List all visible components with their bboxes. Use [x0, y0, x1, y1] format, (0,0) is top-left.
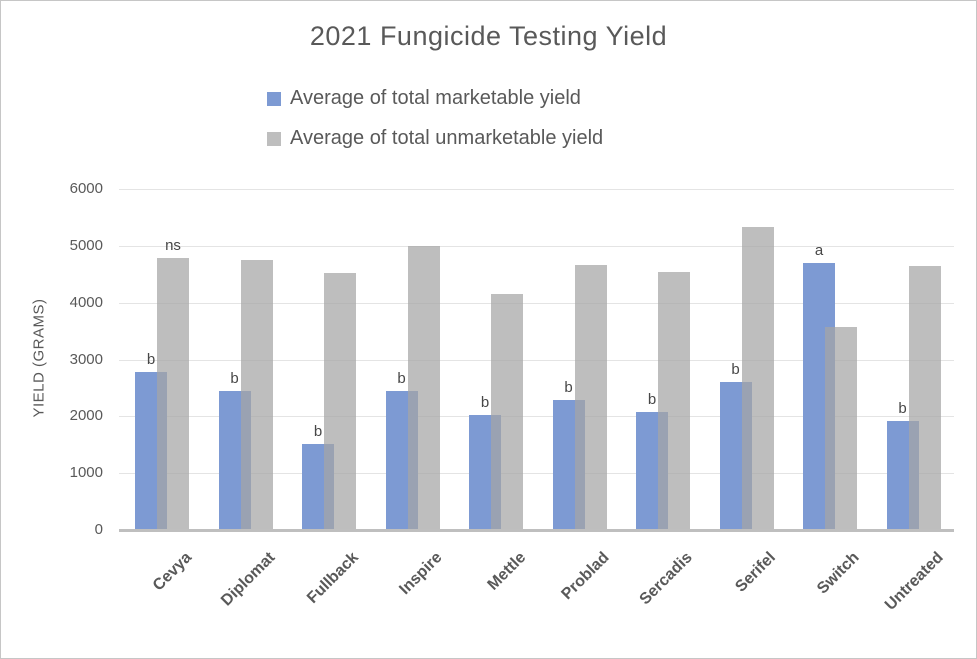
significance-label-cevya: ns [165, 236, 181, 254]
y-tick-label-3000: 3000 [69, 350, 103, 368]
x-axis-line [119, 529, 954, 532]
x-axis-label-problad: Problad [558, 549, 613, 604]
legend-swatch-unmarketable-icon [267, 131, 281, 146]
significance-label-problad: b [564, 378, 573, 396]
significance-label-diplomat: b [230, 369, 239, 387]
bar-unmarketable-inspire [407, 245, 440, 530]
legend-label-marketable: Average of total marketable yield [290, 87, 581, 109]
x-axis-label-untreated: Untreated [881, 549, 947, 614]
chart-title: 2021 Fungicide Testing Yield [309, 21, 668, 51]
legend-swatch-marketable-icon [267, 91, 281, 106]
x-axis-label-inspire: Inspire [396, 549, 446, 599]
significance-label-mettle: b [480, 394, 490, 412]
bar-unmarketable-serifel [741, 227, 774, 530]
bar-unmarketable-mettle [491, 294, 523, 530]
bar-unmarketable-problad [574, 264, 607, 530]
significance-label-untreated: b [898, 400, 907, 418]
significance-label-sercadis: b [647, 390, 657, 408]
y-tick-label-0: 0 [94, 521, 103, 538]
significance-label-serifel: b [731, 361, 740, 379]
bar-unmarketable-diplomat [240, 260, 273, 530]
y-tick-label-2000: 2000 [69, 407, 103, 425]
y-tick-label-5000: 5000 [69, 236, 103, 254]
legend-label-unmarketable: Average of total unmarketable yield [290, 127, 604, 149]
x-axis-label-switch: Switch [814, 549, 863, 598]
y-tick-label-4000: 4000 [69, 293, 103, 311]
bar-unmarketable-fullback [324, 273, 356, 530]
bar-unmarketable-switch [825, 326, 857, 530]
x-axis-label-serifel: Serifel [732, 549, 780, 596]
bar-unmarketable-untreated [908, 266, 941, 530]
bar-unmarketable-sercadis [658, 271, 690, 530]
x-axis-label-fullback: Fullback [303, 549, 362, 607]
gridline-5000 [119, 245, 954, 247]
y-tick-label-1000: 1000 [69, 464, 103, 482]
significance-label-switch: a [814, 241, 824, 259]
gridline-2000 [119, 416, 954, 418]
gridline-3000 [119, 359, 954, 361]
legend: Average of total marketable yield Averag… [267, 87, 603, 150]
x-axis-label-diplomat: Diplomat [217, 549, 279, 610]
legend-item-marketable: Average of total marketable yield [267, 87, 603, 110]
significance-label-fullback: b [313, 422, 323, 440]
gridline-6000 [119, 189, 954, 190]
x-axis-label-cevya: Cevya [149, 549, 195, 595]
significance-label-inspire: b [397, 370, 406, 388]
x-axis-label-mettle: Mettle [484, 549, 529, 594]
gridline-4000 [119, 302, 954, 304]
x-axis-label-sercadis: Sercadis [636, 549, 696, 609]
legend-item-unmarketable: Average of total unmarketable yield [267, 127, 603, 150]
significance-label-cevya: b [146, 351, 156, 369]
gridline-1000 [119, 473, 954, 475]
y-tick-label-6000: 6000 [69, 180, 103, 197]
plot-area: b ns b b b b b b b a b [119, 189, 954, 532]
bar-unmarketable-cevya [157, 257, 189, 530]
